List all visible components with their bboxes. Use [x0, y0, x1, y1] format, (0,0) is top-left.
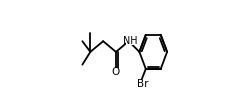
Bar — [137, 80, 147, 88]
Bar — [126, 38, 136, 45]
Text: NH: NH — [124, 36, 138, 46]
Bar — [112, 68, 120, 76]
Text: O: O — [112, 67, 120, 77]
Text: Br: Br — [137, 79, 148, 89]
